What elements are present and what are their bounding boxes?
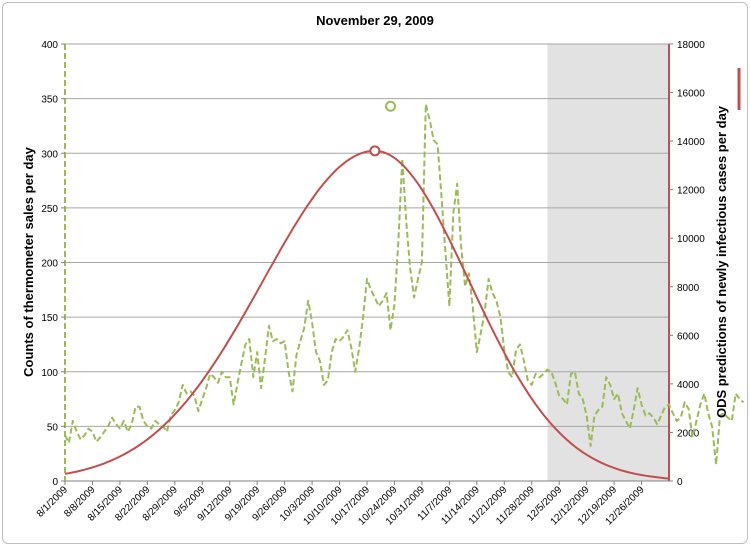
labels: November 29, 2009 Counts of thermometer … bbox=[21, 13, 729, 418]
left-tick-label: 0 bbox=[52, 477, 58, 488]
horizontal-gridlines bbox=[65, 43, 669, 427]
left-tick-label: 350 bbox=[41, 95, 58, 106]
right-tick-label: 16000 bbox=[677, 89, 705, 100]
left-axis-label: Counts of thermometer sales per day bbox=[21, 146, 36, 376]
right-tick-label: 0 bbox=[677, 477, 683, 488]
right-tick-label: 4000 bbox=[677, 380, 700, 391]
right-tick-label: 10000 bbox=[677, 234, 705, 245]
right-tick-label: 12000 bbox=[677, 186, 705, 197]
right-tick-label: 6000 bbox=[677, 331, 700, 342]
series-ods-predictions bbox=[64, 149, 670, 480]
right-axis-label: ODS predictions of newly infectious case… bbox=[714, 105, 729, 418]
right-tick-label: 8000 bbox=[677, 283, 700, 294]
right-tick-label: 2000 bbox=[677, 428, 700, 439]
left-tick-label: 150 bbox=[41, 313, 58, 324]
left-tick-label: 250 bbox=[41, 204, 58, 215]
left-tick-label: 100 bbox=[41, 368, 58, 379]
prediction-peak-marker bbox=[369, 145, 381, 157]
left-tick-label: 300 bbox=[41, 149, 58, 160]
chart-title: November 29, 2009 bbox=[316, 13, 434, 28]
sales-peak-marker bbox=[385, 100, 397, 112]
left-tick-label: 50 bbox=[47, 422, 59, 433]
series bbox=[64, 103, 745, 480]
left-tick-label: 200 bbox=[41, 259, 58, 270]
series-thermometer-sales bbox=[64, 103, 745, 466]
right-tick-label: 14000 bbox=[677, 137, 705, 148]
markers bbox=[369, 100, 397, 157]
right-tick-label: 18000 bbox=[677, 40, 705, 51]
left-tick-label: 400 bbox=[41, 40, 58, 51]
